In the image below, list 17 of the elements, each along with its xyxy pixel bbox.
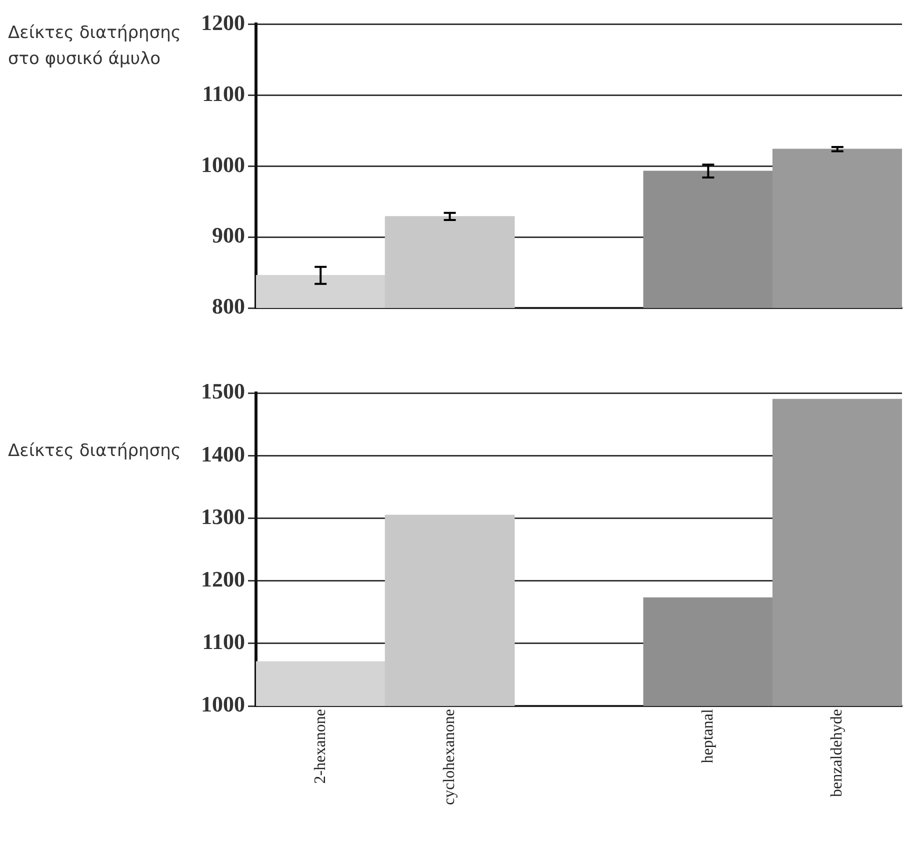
y-tick-label: 1500 <box>201 378 245 404</box>
y-tick-label: 1100 <box>202 629 245 654</box>
y-axis-title: Δείκτες διατήρησης <box>8 440 182 463</box>
y-tick-label: 1200 <box>201 10 245 35</box>
x-tick-label: heptanal <box>699 708 716 764</box>
y-axis-title: Δείκτες διατήρησης στο φυσικό άμυλο <box>8 22 182 71</box>
x-tick-label: benzaldehyde <box>828 709 846 797</box>
y-tick-label: 1100 <box>202 80 245 106</box>
y-tick-label: 1000 <box>201 692 245 717</box>
y-tick-label: 1000 <box>201 152 245 177</box>
y-tick-label: 1400 <box>201 441 245 466</box>
x-tick-label: cyclohexanone <box>441 709 458 805</box>
y-tick-label: 1200 <box>201 566 245 592</box>
y-tick-label: 900 <box>212 222 245 248</box>
y-tick-label: 800 <box>212 294 245 319</box>
x-tick-label: 2-hexanone <box>312 709 329 784</box>
y-tick-label: 1300 <box>201 504 245 529</box>
